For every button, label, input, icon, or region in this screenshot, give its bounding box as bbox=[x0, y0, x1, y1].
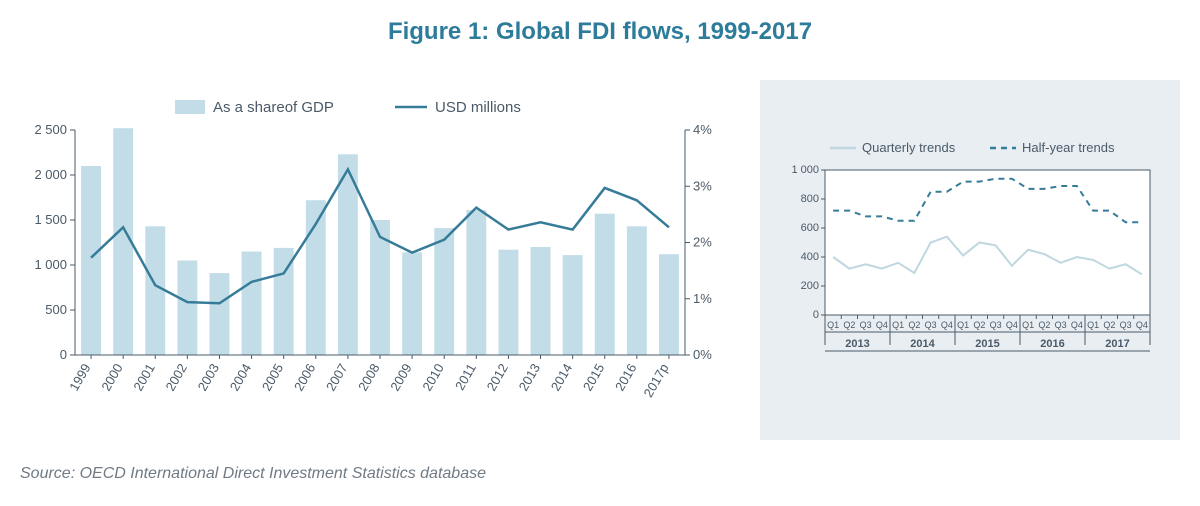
main-chart: 05001 0001 5002 0002 5000%1%2%3%4%199920… bbox=[20, 80, 740, 440]
svg-text:2006: 2006 bbox=[291, 361, 318, 394]
svg-text:2014: 2014 bbox=[910, 338, 935, 350]
svg-text:Q1: Q1 bbox=[957, 320, 969, 330]
svg-text:500: 500 bbox=[45, 302, 67, 317]
svg-text:2000: 2000 bbox=[98, 361, 125, 394]
svg-text:2009: 2009 bbox=[387, 361, 414, 394]
svg-text:2 500: 2 500 bbox=[34, 122, 67, 137]
svg-text:2015: 2015 bbox=[975, 338, 999, 350]
page: Figure 1: Global FDI flows, 1999-2017 0 5… bbox=[0, 0, 1200, 506]
charts-row: 05001 0001 5002 0002 5000%1%2%3%4%199920… bbox=[0, 80, 1200, 460]
svg-text:Q1: Q1 bbox=[827, 320, 839, 330]
source-text: Source: OECD International Direct Invest… bbox=[20, 465, 486, 483]
svg-text:2015: 2015 bbox=[580, 361, 607, 394]
svg-text:2%: 2% bbox=[693, 235, 712, 250]
svg-text:2012: 2012 bbox=[484, 361, 511, 394]
svg-text:2003: 2003 bbox=[195, 361, 222, 394]
svg-text:Q3: Q3 bbox=[860, 320, 872, 330]
svg-text:1%: 1% bbox=[693, 291, 712, 306]
svg-text:Q3: Q3 bbox=[925, 320, 937, 330]
main-chart-svg: 05001 0001 5002 0002 5000%1%2%3%4%199920… bbox=[20, 80, 740, 440]
svg-text:1 000: 1 000 bbox=[34, 257, 67, 272]
side-panel: 0 200 400 600 800 1 000 2013 Q1 Q2 Q3 Q4 2014 Q1 Q2 Q3… bbox=[760, 80, 1180, 440]
svg-text:1 000: 1 000 bbox=[791, 164, 819, 176]
svg-text:Q4: Q4 bbox=[941, 320, 953, 330]
svg-text:2010: 2010 bbox=[419, 361, 446, 394]
svg-text:Q2: Q2 bbox=[1038, 320, 1050, 330]
svg-text:2008: 2008 bbox=[355, 361, 382, 394]
svg-text:2016: 2016 bbox=[612, 361, 639, 394]
svg-text:200: 200 bbox=[801, 280, 819, 292]
svg-text:0: 0 bbox=[813, 309, 819, 321]
svg-text:Q3: Q3 bbox=[990, 320, 1002, 330]
svg-text:Q4: Q4 bbox=[1071, 320, 1083, 330]
svg-text:2013: 2013 bbox=[845, 338, 869, 350]
svg-text:4%: 4% bbox=[693, 122, 712, 137]
svg-text:Q1: Q1 bbox=[1022, 320, 1034, 330]
svg-text:Q2: Q2 bbox=[973, 320, 985, 330]
svg-text:1999: 1999 bbox=[66, 361, 93, 394]
svg-text:600: 600 bbox=[801, 222, 819, 234]
svg-text:Q2: Q2 bbox=[1103, 320, 1115, 330]
svg-text:Quarterly trends: Quarterly trends bbox=[862, 140, 956, 155]
svg-text:Q4: Q4 bbox=[876, 320, 888, 330]
svg-text:2017: 2017 bbox=[1105, 338, 1129, 350]
svg-text:2005: 2005 bbox=[259, 361, 286, 394]
side-chart-svg: 0 200 400 600 800 1 000 2013 Q1 Q2 Q3 Q4 2014 Q1 Q2 Q3… bbox=[780, 120, 1160, 390]
figure-title: Figure 1: Global FDI flows, 1999-2017 bbox=[0, 0, 1200, 46]
svg-text:2 000: 2 000 bbox=[34, 167, 67, 182]
svg-text:Q1: Q1 bbox=[1087, 320, 1099, 330]
svg-text:2016: 2016 bbox=[1040, 338, 1064, 350]
svg-text:2002: 2002 bbox=[163, 361, 190, 394]
svg-text:Half-year trends: Half-year trends bbox=[1022, 140, 1115, 155]
side-chart: 0 200 400 600 800 1 000 2013 Q1 Q2 Q3 Q4 2014 Q1 Q2 Q3… bbox=[780, 120, 1160, 390]
svg-text:800: 800 bbox=[801, 193, 819, 205]
svg-text:3%: 3% bbox=[693, 178, 712, 193]
svg-text:0%: 0% bbox=[693, 347, 712, 362]
svg-text:USD millions: USD millions bbox=[435, 99, 521, 116]
svg-text:2013: 2013 bbox=[516, 361, 543, 394]
svg-text:2001: 2001 bbox=[130, 361, 157, 394]
svg-text:2004: 2004 bbox=[227, 361, 254, 394]
svg-text:Q2: Q2 bbox=[843, 320, 855, 330]
svg-text:Q4: Q4 bbox=[1136, 320, 1148, 330]
svg-text:2017p: 2017p bbox=[640, 361, 671, 400]
svg-text:2007: 2007 bbox=[323, 361, 350, 394]
svg-text:As a shareof GDP: As a shareof GDP bbox=[213, 99, 334, 116]
svg-text:Q2: Q2 bbox=[908, 320, 920, 330]
svg-text:Q4: Q4 bbox=[1006, 320, 1018, 330]
svg-text:1 500: 1 500 bbox=[34, 212, 67, 227]
svg-text:2011: 2011 bbox=[452, 361, 479, 393]
svg-text:Q1: Q1 bbox=[892, 320, 904, 330]
svg-text:Q3: Q3 bbox=[1055, 320, 1067, 330]
svg-text:0: 0 bbox=[60, 347, 67, 362]
svg-text:2014: 2014 bbox=[548, 361, 575, 394]
svg-text:Q3: Q3 bbox=[1120, 320, 1132, 330]
svg-text:400: 400 bbox=[801, 251, 819, 263]
